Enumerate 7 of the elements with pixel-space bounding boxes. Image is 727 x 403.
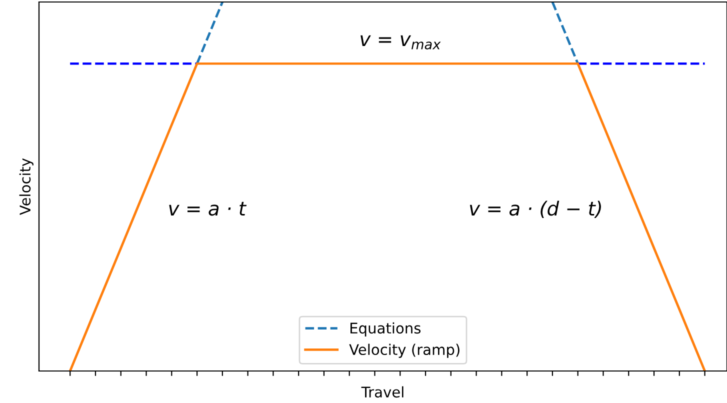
x-axis-title: Travel <box>361 386 404 398</box>
annotation: v = v$_{max}$ <box>360 35 441 50</box>
legend-label: Velocity (ramp) <box>349 344 460 358</box>
annotation: v = a · (d − t) <box>470 200 601 218</box>
annotation: v = a · t <box>169 202 247 216</box>
y-axis-title: Velocity <box>19 158 34 215</box>
legend-label: Equations <box>350 322 421 336</box>
